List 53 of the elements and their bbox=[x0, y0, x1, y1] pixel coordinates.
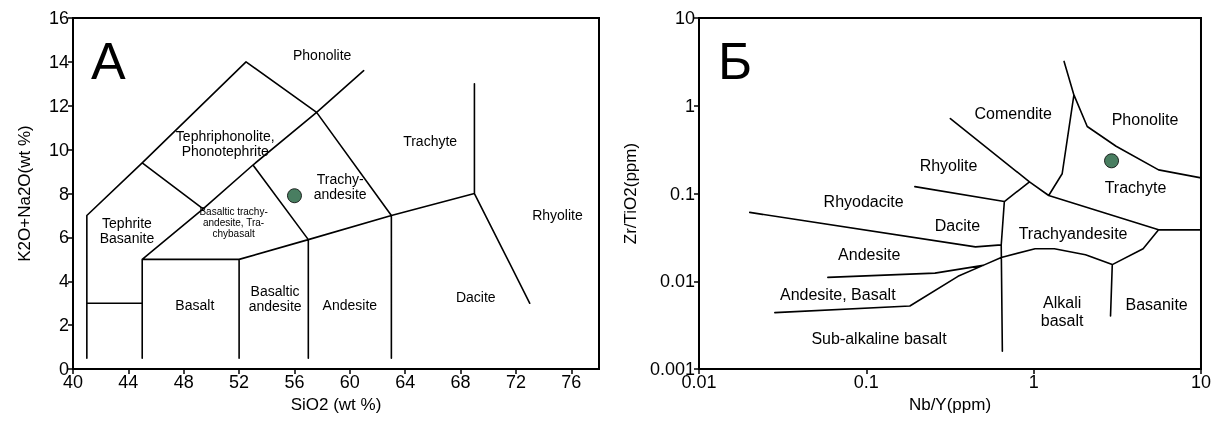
x-tick-label: 76 bbox=[561, 372, 582, 393]
x-tick-label: 1 bbox=[1028, 372, 1039, 393]
chart-title: А bbox=[91, 32, 126, 90]
y-tick-label: 0.1 bbox=[669, 183, 695, 204]
annotation: Trachy- andesite bbox=[313, 171, 367, 203]
annotation: Trachyte bbox=[403, 132, 458, 149]
y-tick-label: 14 bbox=[48, 51, 69, 72]
y-tick-label: 6 bbox=[58, 227, 69, 248]
x-tick-label: 56 bbox=[284, 372, 305, 393]
chart-title: Б bbox=[718, 32, 753, 90]
annotation: Trachyandesite bbox=[1018, 224, 1128, 242]
y-tick-label: 4 bbox=[58, 271, 69, 292]
annotation: Alkali basalt bbox=[1040, 294, 1085, 330]
y-tick-label: 12 bbox=[48, 95, 69, 116]
x-tick-label: 72 bbox=[505, 372, 526, 393]
x-tick-label: 68 bbox=[450, 372, 471, 393]
y-axis-title: Zr/TiO2(ppm) bbox=[621, 142, 641, 245]
annotation: Dacite bbox=[934, 216, 981, 234]
annotation: Tephrite Basanite bbox=[99, 215, 155, 247]
y-axis-title: K2O+Na2O(wt %) bbox=[15, 125, 34, 262]
x-tick-label: 44 bbox=[118, 372, 139, 393]
annotation: Phonolite bbox=[292, 47, 352, 64]
annotation: Sub-alkaline basalt bbox=[811, 330, 948, 348]
annotation: Rhyolite bbox=[532, 207, 583, 224]
x-tick-label: 48 bbox=[173, 372, 194, 393]
x-tick-label: 60 bbox=[339, 372, 360, 393]
x-tick-label: 0.1 bbox=[853, 372, 879, 393]
annotation: Trachyte bbox=[1104, 179, 1167, 197]
annotation: Comendite bbox=[974, 105, 1053, 123]
annotation: Rhyodacite bbox=[823, 193, 904, 211]
y-tick-label: 0.01 bbox=[659, 271, 695, 292]
annotation: Andesite bbox=[322, 297, 378, 314]
x-axis-title: Nb/Y(ppm) bbox=[908, 395, 992, 414]
y-tick-label: 2 bbox=[58, 315, 69, 336]
annotation: Phonolite bbox=[1111, 110, 1179, 128]
y-tick-label: 1 bbox=[684, 95, 695, 116]
y-tick-label: 10 bbox=[674, 8, 695, 28]
x-tick-label: 10 bbox=[1190, 372, 1211, 393]
y-tick-label: 8 bbox=[58, 183, 69, 204]
annotation: Andesite, Basalt bbox=[779, 285, 897, 303]
annotation: Dacite bbox=[455, 288, 496, 305]
annotation: Basaltic trachy- andesite, Tra- chybasalt bbox=[199, 205, 268, 239]
annotation: Basalt bbox=[175, 297, 215, 314]
x-tick-label: 64 bbox=[395, 372, 416, 393]
annotation: Andesite bbox=[838, 246, 901, 264]
x-axis-title: SiO2 (wt %) bbox=[290, 395, 382, 414]
annotation: Basanite bbox=[1125, 296, 1188, 314]
annotation: Rhyolite bbox=[919, 156, 978, 174]
y-tick-label: 16 bbox=[48, 8, 69, 28]
y-tick-label: 10 bbox=[48, 139, 69, 160]
annotation: Basaltic andesite bbox=[248, 283, 302, 315]
annotation: Tephriphonolite, Phonotephrite bbox=[175, 127, 275, 159]
x-tick-label: 52 bbox=[229, 372, 250, 393]
